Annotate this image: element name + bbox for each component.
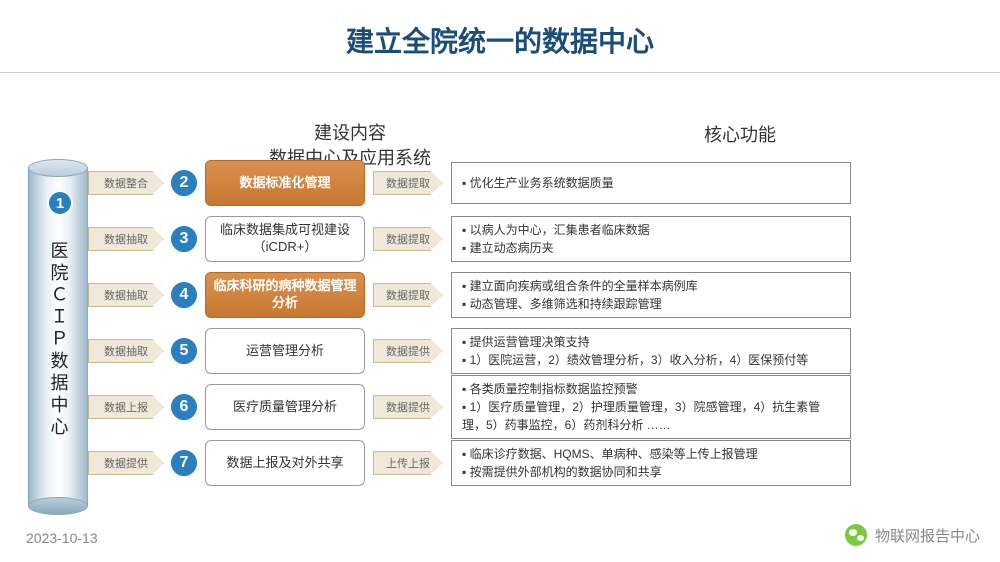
function-bullet: ▪ 建立动态病历夹 [462, 239, 840, 257]
diagram-rows: 数据整合2数据标准化管理数据提取▪ 优化生产业务系统数据质量数据抽取3临床数据集… [88, 158, 978, 494]
diagram-row: 数据抽取3临床数据集成可视建设（iCDR+） 数据提取 ▪ 以病人为中心，汇集患者临… [88, 214, 978, 264]
footer-source-text: 物联网报告中心 [875, 525, 980, 546]
function-bullet: ▪ 建立面向疾病或组合条件的全量样本病例库 [462, 277, 840, 295]
function-bullet: ▪ 按需提供外部机构的数据协同和共享 [462, 463, 840, 481]
step-circle: 4 [169, 280, 199, 310]
function-box: ▪ 优化生产业务系统数据质量 [451, 162, 851, 204]
function-bullet: ▪ 优化生产业务系统数据质量 [462, 174, 840, 192]
mid-arrow-label: 数据提供 [373, 395, 443, 419]
step-circle: 5 [169, 336, 199, 366]
footer-date: 2023-10-13 [26, 530, 98, 546]
left-arrow-label: 数据提供 [88, 451, 164, 475]
step-circle: 2 [169, 168, 199, 198]
left-arrow-label: 数据抽取 [88, 283, 164, 307]
function-bullet: ▪ 提供运营管理决策支持 [462, 333, 840, 351]
page-title: 建立全院统一的数据中心 [0, 0, 1000, 72]
cylinder-top [28, 159, 88, 177]
left-arrow-label: 数据抽取 [88, 227, 164, 251]
function-bullet: ▪ 1）医院运营，2）绩效管理分析，3）收入分析，4）医保预付等 [462, 351, 840, 369]
diagram-row: 数据整合2数据标准化管理数据提取 ▪ 优化生产业务系统数据质量 [88, 158, 978, 208]
mid-arrow-label: 数据提取 [373, 227, 443, 251]
content-box: 医疗质量管理分析 [205, 384, 365, 430]
step-circle: 7 [169, 448, 199, 478]
content-box: 临床科研的病种数据管理分析 [205, 272, 365, 318]
content-box: 数据上报及对外共享 [205, 440, 365, 486]
left-arrow-label: 数据上报 [88, 395, 164, 419]
cylinder-bottom [28, 497, 88, 515]
function-bullet: ▪ 1）医疗质量管理，2）护理质量管理，3）院感管理，4）抗生素管理，5）药事监… [462, 398, 840, 434]
mid-arrow-label: 数据提供 [373, 339, 443, 363]
wechat-icon [845, 524, 867, 546]
function-bullet: ▪ 以病人为中心，汇集患者临床数据 [462, 221, 840, 239]
mid-arrow-label: 上传上报 [373, 451, 443, 475]
function-box: ▪ 各类质量控制指标数据监控预警▪ 1）医疗质量管理，2）护理质量管理，3）院感… [451, 375, 851, 439]
step-circle: 6 [169, 392, 199, 422]
function-bullet: ▪ 临床诊疗数据、HQMS、单病种、感染等上传上报管理 [462, 445, 840, 463]
title-divider [0, 72, 1000, 73]
function-box: ▪ 临床诊疗数据、HQMS、单病种、感染等上传上报管理▪ 按需提供外部机构的数据… [451, 440, 851, 486]
diagram-row: 数据抽取5运营管理分析数据提供 ▪ 提供运营管理决策支持▪ 1）医院运营，2）绩效… [88, 326, 978, 376]
diagram-row: 数据提供7数据上报及对外共享上传上报 ▪ 临床诊疗数据、HQMS、单病种、感染等上… [88, 438, 978, 488]
content-box: 临床数据集成可视建设（iCDR+） [205, 216, 365, 262]
content-box: 数据标准化管理 [205, 160, 365, 206]
function-box: ▪ 以病人为中心，汇集患者临床数据▪ 建立动态病历夹 [451, 216, 851, 262]
mid-arrow-label: 数据提取 [373, 171, 443, 195]
subtitle-left-line1: 建设内容 [180, 121, 520, 146]
function-box: ▪ 提供运营管理决策支持▪ 1）医院运营，2）绩效管理分析，3）收入分析，4）医… [451, 328, 851, 374]
left-arrow-label: 数据整合 [88, 171, 164, 195]
function-box: ▪ 建立面向疾病或组合条件的全量样本病例库▪ 动态管理、多维筛选和持续跟踪管理 [451, 272, 851, 318]
content-box: 运营管理分析 [205, 328, 365, 374]
diagram-row: 数据抽取4临床科研的病种数据管理分析数据提取 ▪ 建立面向疾病或组合条件的全量样本… [88, 270, 978, 320]
step-circle-1: 1 [47, 190, 73, 216]
step-circle: 3 [169, 224, 199, 254]
left-arrow-label: 数据抽取 [88, 339, 164, 363]
mid-arrow-label: 数据提取 [373, 283, 443, 307]
cylinder-label: 医院ＣＩＰ数据中心 [28, 210, 88, 470]
data-center-cylinder: 医院ＣＩＰ数据中心 1 [28, 168, 88, 506]
footer-source: 物联网报告中心 [845, 524, 980, 546]
function-bullet: ▪ 各类质量控制指标数据监控预警 [462, 380, 840, 398]
diagram-row: 数据上报6医疗质量管理分析数据提供 ▪ 各类质量控制指标数据监控预警▪ 1）医疗质… [88, 382, 978, 432]
function-bullet: ▪ 动态管理、多维筛选和持续跟踪管理 [462, 295, 840, 313]
